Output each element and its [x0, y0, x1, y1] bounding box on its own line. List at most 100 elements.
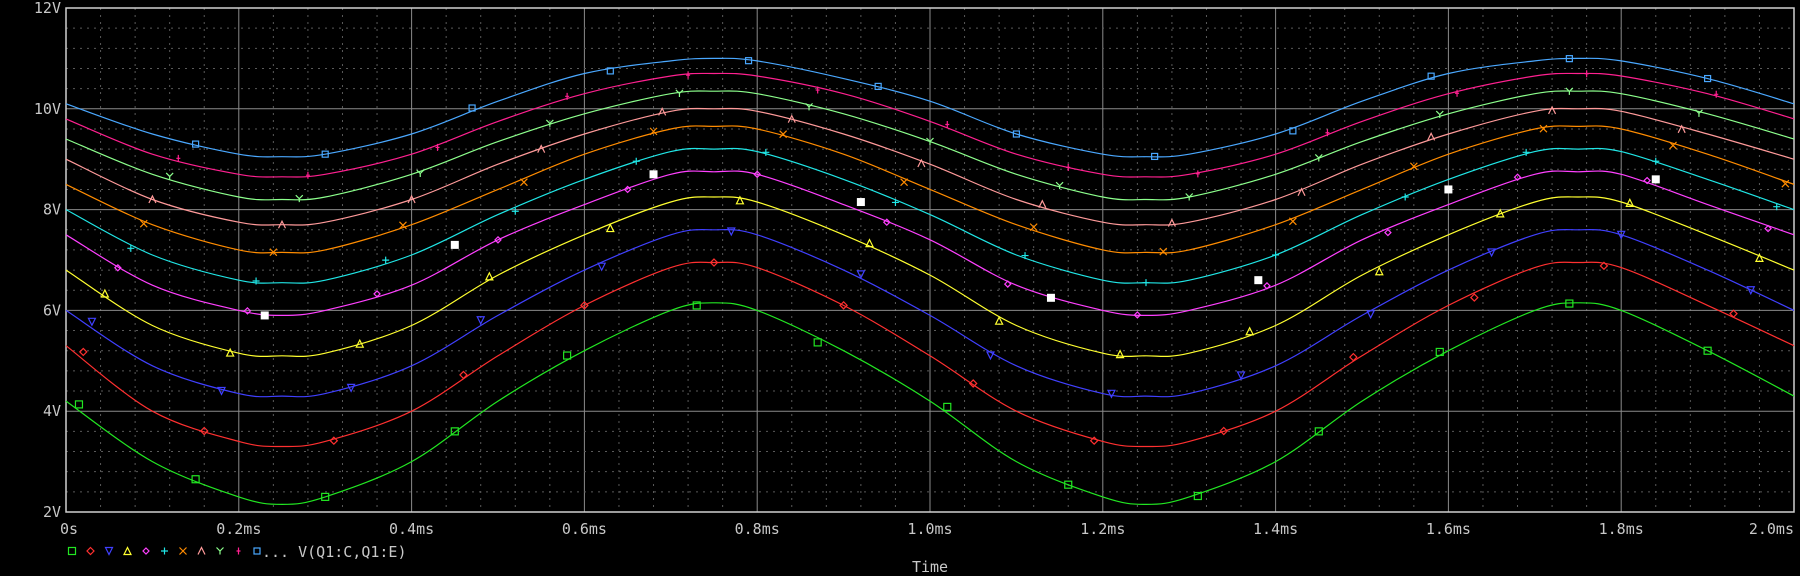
series-11-marker [874, 82, 882, 90]
series-3-marker [1106, 389, 1116, 399]
series-5-marker [1384, 228, 1392, 237]
series-2-marker [1469, 293, 1479, 302]
x-tick-label: 2.0ms [1749, 520, 1794, 538]
series-1-marker [692, 301, 701, 310]
series-7-marker [1781, 179, 1790, 188]
cursor-marker[interactable] [1651, 175, 1660, 184]
cursor-marker[interactable] [1254, 276, 1263, 285]
series-5-marker [623, 185, 632, 194]
series-10-marker [815, 86, 820, 94]
legend-symbol-3 [104, 546, 114, 556]
series-11-marker [1151, 152, 1159, 161]
series-6-marker [382, 256, 390, 264]
series-11-marker [192, 140, 200, 148]
series-2-marker [1349, 352, 1358, 362]
series-4-marker [1245, 326, 1255, 336]
series-3-marker [1487, 248, 1497, 258]
series-3-marker [726, 227, 736, 237]
series-4-marker [1495, 208, 1505, 218]
series-2-marker [78, 347, 88, 357]
series-1-marker [563, 351, 572, 360]
series-7-marker [399, 221, 407, 230]
plot-frame [65, 7, 1795, 513]
series-6-marker [632, 157, 640, 165]
series-6-marker [891, 198, 899, 206]
x-tick-label: 0.2ms [216, 520, 261, 538]
series-10-marker [305, 171, 310, 179]
series-line-3 [65, 229, 1795, 398]
y-tick-label: 8V [43, 201, 61, 219]
series-5-marker [243, 307, 252, 315]
series-3-marker [1366, 310, 1376, 320]
legend[interactable]: ... V(Q1:C,Q1:E) [67, 543, 407, 561]
series-4-marker [735, 195, 745, 205]
x-tick-label: 1.0ms [907, 520, 952, 538]
series-11-marker [321, 150, 329, 158]
series-3-marker [1616, 230, 1626, 240]
cursor-marker[interactable] [260, 311, 269, 320]
series-5-marker [113, 263, 122, 272]
cursor-layer [260, 170, 1660, 320]
series-6-marker [1272, 251, 1280, 259]
series-10-marker [1714, 90, 1719, 98]
series-10-marker [686, 71, 691, 79]
legend-symbol-1 [67, 546, 77, 556]
series-8-marker [1167, 218, 1176, 227]
series-7-marker [1029, 223, 1038, 232]
series-6-marker [127, 244, 135, 252]
series-1-marker [1193, 491, 1202, 501]
x-tick-label: 0.6ms [562, 520, 607, 538]
series-line-4 [65, 196, 1795, 358]
series-5-marker [1263, 281, 1271, 290]
y-tick-label: 4V [43, 402, 61, 420]
series-6-marker [1142, 279, 1150, 287]
legend-symbol-4 [123, 546, 132, 556]
cursor-marker[interactable] [649, 170, 658, 179]
series-4-marker [865, 238, 874, 248]
series-2-marker [839, 301, 848, 310]
series-1-marker [74, 400, 84, 409]
series-9-marker [295, 194, 304, 203]
series-8-marker [787, 114, 796, 123]
cursor-marker[interactable] [1444, 185, 1453, 194]
series-1-marker [450, 427, 459, 436]
series-10-marker [1455, 89, 1460, 97]
series-4-marker [1374, 266, 1384, 276]
series-4-marker [225, 347, 235, 357]
series-6-marker [762, 148, 770, 156]
series-5-marker [882, 218, 891, 227]
series-5-marker [373, 290, 381, 298]
cursor-marker[interactable] [856, 198, 865, 207]
legend-trace-label[interactable]: ... V(Q1:C,Q1:E) [262, 543, 407, 561]
series-7-marker [779, 130, 788, 139]
series-7-marker [649, 127, 658, 136]
series-2-marker [1599, 261, 1609, 271]
cursor-marker[interactable] [450, 240, 459, 249]
series-6-marker [1652, 157, 1660, 165]
legend-symbol-11 [253, 547, 261, 555]
series-1-marker [1064, 480, 1073, 489]
series-3-marker [597, 262, 607, 272]
series-6-marker [511, 207, 519, 215]
series-7-marker [519, 178, 528, 187]
series-8-marker [1038, 199, 1047, 208]
series-8-marker [1677, 124, 1686, 134]
x-tick-label: 0s [60, 520, 78, 538]
y-tick-label: 6V [43, 301, 61, 319]
series-5-marker [1003, 280, 1012, 288]
series-1-marker [321, 492, 330, 501]
series-11-marker [1565, 55, 1573, 63]
series-2-marker [1729, 309, 1738, 319]
series-9-marker [1435, 110, 1444, 119]
series-1-marker [1703, 346, 1712, 355]
series-9-marker [1695, 109, 1703, 117]
series-6-marker [1773, 203, 1781, 211]
series-8-marker [1297, 187, 1306, 197]
series-4-marker [1754, 253, 1764, 262]
series-line-11 [65, 57, 1795, 158]
y-tick-label: 12V [34, 0, 61, 17]
y-axis-ticks: 2V 4V 6V 8V 10V 12V [34, 0, 61, 521]
cursor-marker[interactable] [1046, 293, 1055, 302]
